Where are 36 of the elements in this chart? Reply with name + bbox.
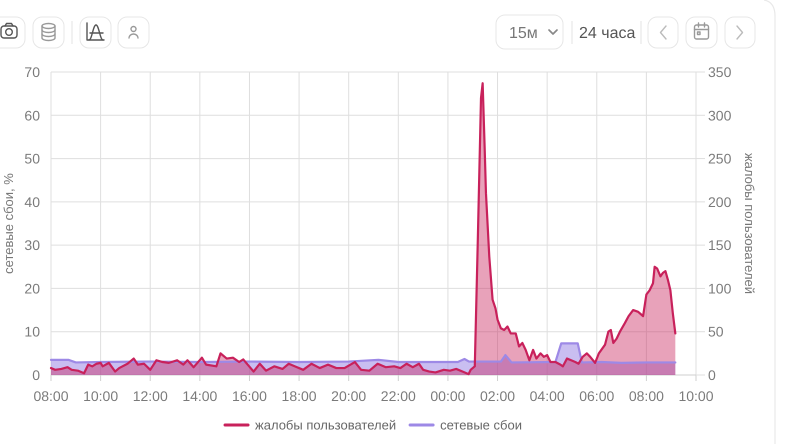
y-tick-label: 50 [24,150,40,167]
text: 24 часа [579,25,636,42]
y-tick-label: 30 [24,237,40,254]
x-tick-label: 12:00 [132,388,168,404]
legend-label: жалобы пользователей [255,418,396,432]
dropdown: 15м [496,14,564,50]
x-tick-label: 08:00 [628,388,664,404]
x-tick-label: 04:00 [530,388,565,404]
x-tick-label: 00:00 [430,388,466,404]
y-tick-label: 70 [24,64,40,80]
y2-tick-label: 100 [708,280,732,296]
y-tick-label: 20 [24,280,40,296]
x-tick-label: 08:00 [33,388,69,404]
y2-tick-label: 200 [708,194,732,210]
y-axis-title: сетевые сбои, % [1,172,16,274]
y2-tick-label: 250 [708,150,732,167]
y2-tick-label: 50 [708,324,724,340]
y-tick-label: 0 [32,367,40,383]
y2-tick-label: 300 [708,107,732,124]
x-tick-label: 14:00 [182,388,218,404]
y2-axis-title: жалобы пользователей [742,152,757,294]
x-tick-label: 10:00 [678,388,714,404]
x-tick-label: 22:00 [380,388,416,404]
y2-tick-label: 0 [708,367,716,383]
y2-tick-label: 350 [708,64,732,80]
x-tick-label: 10:00 [83,388,118,404]
x-tick-label: 16:00 [232,388,268,404]
x-tick-label: 20:00 [331,388,366,404]
x-tick-label: 18:00 [282,388,317,404]
y-tick-label: 60 [24,107,40,124]
x-tick-label: 02:00 [480,388,516,404]
y-tick-label: 40 [24,194,40,210]
legend-label: сетевые сбои [440,418,522,432]
y-tick-label: 10 [24,324,40,340]
x-tick-label: 06:00 [579,388,614,404]
y2-tick-label: 150 [708,237,732,254]
